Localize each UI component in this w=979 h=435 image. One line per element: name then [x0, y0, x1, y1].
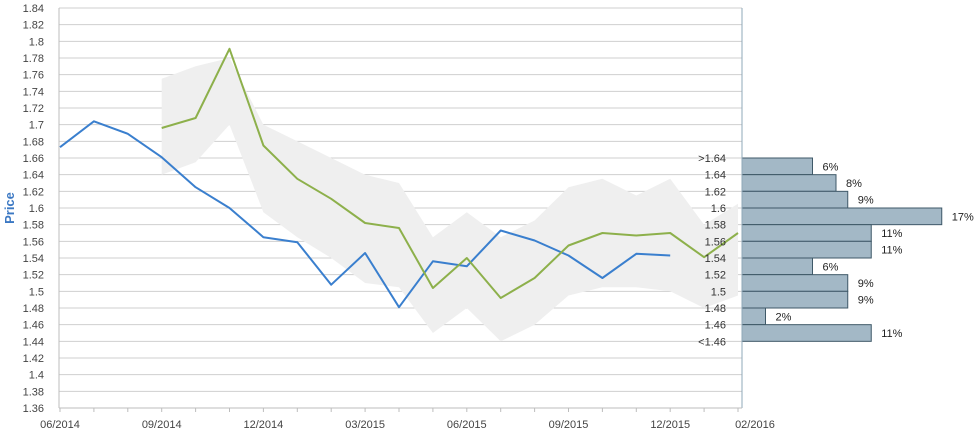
histogram-bar-value: 8% — [846, 178, 862, 190]
x-tick-label: 06/2014 — [40, 419, 80, 431]
histogram-bar-value: 9% — [858, 195, 874, 207]
histogram-bar — [741, 257, 813, 276]
histogram-bin-label: 1.58 — [705, 220, 726, 232]
y-tick-label: 1.44 — [23, 336, 44, 348]
histogram-bin-label: 1.54 — [705, 253, 726, 265]
histogram-bar-value: 9% — [858, 278, 874, 290]
y-tick-label: 1.48 — [23, 303, 44, 315]
histogram-bin-label: 1.6 — [711, 203, 726, 215]
x-tick-label: 02/2016 — [735, 419, 775, 431]
y-tick-label: 1.78 — [23, 53, 44, 65]
y-tick-label: 1.8 — [29, 36, 44, 48]
x-tick-label: 03/2015 — [345, 419, 385, 431]
series-lines — [59, 47, 739, 309]
y-tick-label: 1.52 — [23, 270, 44, 282]
histogram-bin-label: 1.5 — [711, 286, 726, 298]
y-tick-label: 1.74 — [23, 86, 44, 98]
histogram-bin-label: <1.46 — [698, 336, 726, 348]
forecast-band — [161, 58, 738, 342]
histogram-bar — [741, 290, 849, 309]
x-tick-label: 09/2014 — [142, 419, 182, 431]
x-tick-label: 06/2015 — [447, 419, 487, 431]
series-line-green — [161, 47, 739, 299]
y-tick-label: 1.72 — [23, 103, 44, 115]
histogram-bar-value: 11% — [881, 328, 902, 340]
histogram-bin-label: 1.64 — [705, 170, 726, 182]
series-line-blue — [59, 120, 671, 309]
forecast-band-area — [161, 58, 738, 342]
histogram-bar-value: 17% — [952, 211, 974, 223]
y-tick-label: 1.62 — [23, 186, 44, 198]
histogram-bar — [741, 274, 849, 292]
y-tick-label: 1.4 — [29, 370, 44, 382]
y-tick-label: 1.46 — [23, 320, 44, 332]
histogram-bar — [741, 207, 943, 226]
histogram-bar-value: 11% — [881, 245, 902, 257]
y-tick-label: 1.42 — [23, 353, 44, 365]
histogram-bar-value: 6% — [823, 261, 839, 273]
x-tick-label: 12/2014 — [244, 419, 284, 431]
y-tick-label: 1.56 — [23, 236, 44, 248]
histogram-bar-value: 6% — [823, 161, 839, 173]
y-tick-label: 1.66 — [23, 153, 44, 165]
histogram-bin-label: 1.46 — [705, 320, 726, 332]
y-tick-label: 1.64 — [23, 170, 44, 182]
histogram-bar — [741, 157, 813, 176]
histogram-bin-label: 1.52 — [705, 270, 726, 282]
histogram-bin-label: 1.56 — [705, 236, 726, 248]
histogram-bar — [741, 190, 849, 209]
y-tick-label: 1.54 — [23, 253, 44, 265]
x-tick-label: 09/2015 — [549, 419, 589, 431]
y-tick-label: 1.82 — [23, 20, 44, 32]
y-tick-label: 1.6 — [29, 203, 44, 215]
histogram-bin-label: 1.48 — [705, 303, 726, 315]
histogram-bar — [741, 174, 837, 192]
histogram-bar — [741, 324, 872, 342]
histogram-bar-value: 11% — [881, 228, 902, 240]
histogram: >1.64 6% 1.64 8% 1.62 9% 1.6 17% 1.58 11% 1.56 11% 1… — [698, 153, 974, 348]
y-axis-title: Price — [2, 192, 17, 224]
y-tick-label: 1.68 — [23, 136, 44, 148]
histogram-bar — [741, 224, 872, 242]
x-tick-label: 12/2015 — [650, 419, 690, 431]
histogram-bar-value: 9% — [858, 295, 874, 307]
y-tick-label: 1.7 — [29, 120, 44, 132]
histogram-bin-label: >1.64 — [698, 153, 726, 165]
y-tick-label: 1.84 — [23, 3, 44, 15]
histogram-bar — [741, 240, 872, 259]
histogram-bar-value: 2% — [776, 311, 792, 323]
y-tick-label: 1.5 — [29, 286, 44, 298]
y-tick-label: 1.38 — [23, 386, 44, 398]
histogram-bin-label: 1.62 — [705, 186, 726, 198]
y-tick-label: 1.36 — [23, 403, 44, 415]
axes: 1.36 1.38 1.4 1.42 1.44 1.46 1.48 1.5 1.52 1.54 1.… — [23, 3, 775, 431]
y-tick-label: 1.58 — [23, 220, 44, 232]
y-tick-label: 1.76 — [23, 70, 44, 82]
histogram-bar — [741, 307, 766, 326]
